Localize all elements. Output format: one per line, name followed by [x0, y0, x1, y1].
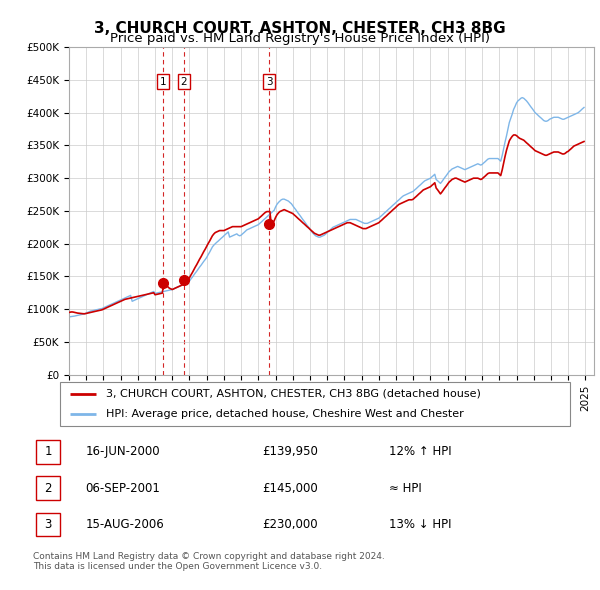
Text: 2: 2 [44, 481, 52, 495]
Text: 12% ↑ HPI: 12% ↑ HPI [389, 445, 451, 458]
Text: £139,950: £139,950 [262, 445, 318, 458]
Text: HPI: Average price, detached house, Cheshire West and Chester: HPI: Average price, detached house, Ches… [106, 409, 464, 419]
Text: 06-SEP-2001: 06-SEP-2001 [85, 481, 160, 495]
FancyBboxPatch shape [35, 476, 61, 500]
Text: 3: 3 [266, 77, 272, 87]
FancyBboxPatch shape [35, 440, 61, 464]
Text: 3, CHURCH COURT, ASHTON, CHESTER, CH3 8BG: 3, CHURCH COURT, ASHTON, CHESTER, CH3 8B… [94, 21, 506, 36]
Text: 1: 1 [160, 77, 166, 87]
Text: £145,000: £145,000 [262, 481, 317, 495]
Text: 13% ↓ HPI: 13% ↓ HPI [389, 518, 451, 531]
Text: 3: 3 [44, 518, 52, 531]
Text: £230,000: £230,000 [262, 518, 317, 531]
Text: This data is licensed under the Open Government Licence v3.0.: This data is licensed under the Open Gov… [33, 562, 322, 571]
Text: 3, CHURCH COURT, ASHTON, CHESTER, CH3 8BG (detached house): 3, CHURCH COURT, ASHTON, CHESTER, CH3 8B… [106, 389, 481, 399]
Text: 1: 1 [44, 445, 52, 458]
FancyBboxPatch shape [35, 513, 61, 536]
Text: 2: 2 [181, 77, 187, 87]
Text: ≈ HPI: ≈ HPI [389, 481, 422, 495]
Text: 16-JUN-2000: 16-JUN-2000 [85, 445, 160, 458]
FancyBboxPatch shape [60, 382, 570, 426]
Text: Contains HM Land Registry data © Crown copyright and database right 2024.: Contains HM Land Registry data © Crown c… [33, 552, 385, 560]
Text: Price paid vs. HM Land Registry's House Price Index (HPI): Price paid vs. HM Land Registry's House … [110, 32, 490, 45]
Text: 15-AUG-2006: 15-AUG-2006 [85, 518, 164, 531]
